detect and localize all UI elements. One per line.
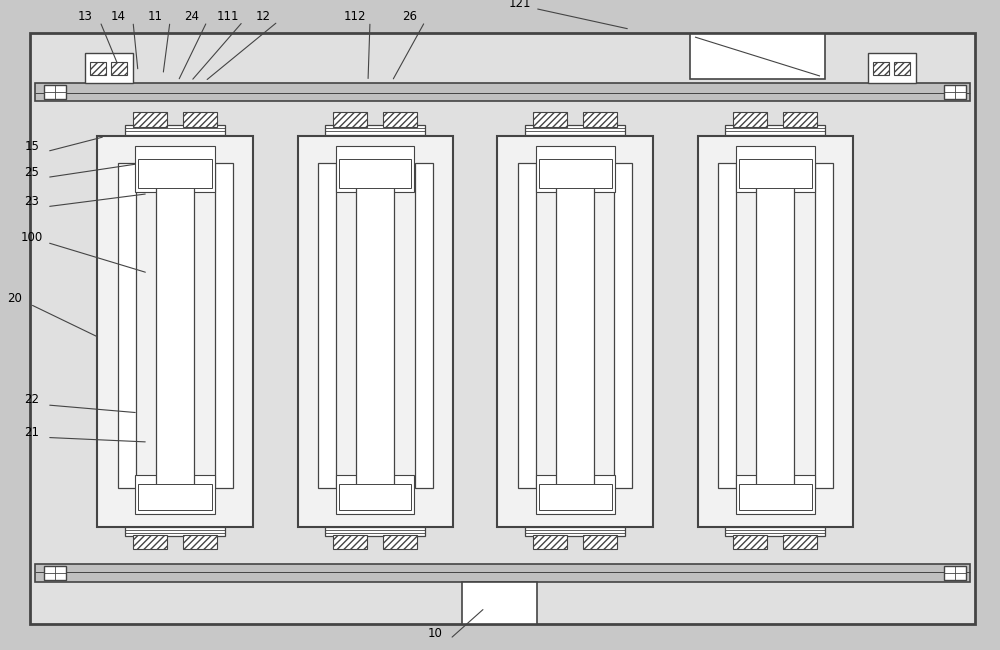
Bar xyxy=(583,535,617,549)
Bar xyxy=(533,112,567,127)
Bar xyxy=(336,146,414,192)
Bar xyxy=(718,162,736,488)
Bar xyxy=(738,159,812,188)
Text: 14: 14 xyxy=(110,10,126,23)
Bar xyxy=(736,474,814,514)
Text: 10: 10 xyxy=(428,627,442,640)
Bar xyxy=(90,62,106,75)
Bar xyxy=(35,564,970,582)
Bar xyxy=(873,62,889,75)
Bar xyxy=(333,535,367,549)
Text: 21: 21 xyxy=(24,426,40,439)
Bar xyxy=(97,136,252,526)
Bar xyxy=(85,53,133,83)
Bar xyxy=(125,125,225,135)
Bar xyxy=(738,484,812,510)
Bar xyxy=(325,125,425,135)
Text: 13: 13 xyxy=(78,10,92,23)
Bar xyxy=(138,159,212,188)
Bar xyxy=(733,535,767,549)
Bar xyxy=(383,535,417,549)
Text: 23: 23 xyxy=(25,195,39,208)
Text: 24: 24 xyxy=(184,10,200,23)
Bar xyxy=(538,484,612,510)
Bar xyxy=(733,112,767,127)
Bar xyxy=(725,527,825,536)
Text: 100: 100 xyxy=(21,231,43,244)
Bar xyxy=(525,125,625,135)
Text: 12: 12 xyxy=(256,10,270,23)
Text: 26: 26 xyxy=(402,10,418,23)
Bar xyxy=(383,112,417,127)
Bar xyxy=(736,146,814,192)
Bar xyxy=(894,62,910,75)
Bar xyxy=(133,535,167,549)
Bar xyxy=(338,484,412,510)
Bar xyxy=(698,136,852,526)
Bar xyxy=(325,527,425,536)
Text: 111: 111 xyxy=(217,10,239,23)
Bar xyxy=(462,582,537,624)
Bar xyxy=(35,83,970,101)
Bar xyxy=(356,176,394,488)
Text: 22: 22 xyxy=(24,393,40,406)
Bar xyxy=(518,162,536,488)
Bar xyxy=(783,112,817,127)
Bar xyxy=(183,112,217,127)
Bar xyxy=(690,34,825,79)
Bar xyxy=(868,53,916,83)
Bar xyxy=(536,474,614,514)
Bar xyxy=(318,162,336,488)
Bar xyxy=(138,484,212,510)
Text: 121: 121 xyxy=(509,0,531,10)
Bar xyxy=(111,62,127,75)
Bar xyxy=(298,136,452,526)
Bar xyxy=(783,535,817,549)
Bar xyxy=(44,566,66,580)
Bar xyxy=(725,125,825,135)
Bar xyxy=(814,162,832,488)
Bar xyxy=(215,162,233,488)
Bar xyxy=(497,136,652,526)
Bar xyxy=(944,566,966,580)
Bar xyxy=(156,176,194,488)
Bar xyxy=(133,112,167,127)
Bar xyxy=(614,162,632,488)
Text: 15: 15 xyxy=(25,140,39,153)
Bar xyxy=(756,176,794,488)
Bar xyxy=(183,535,217,549)
Text: 25: 25 xyxy=(25,166,39,179)
Bar xyxy=(135,146,214,192)
Bar xyxy=(135,474,214,514)
Bar xyxy=(525,527,625,536)
Bar xyxy=(556,176,594,488)
Bar xyxy=(536,146,614,192)
Bar xyxy=(125,527,225,536)
Bar xyxy=(118,162,136,488)
Bar xyxy=(338,159,412,188)
Text: 112: 112 xyxy=(344,10,366,23)
Text: 11: 11 xyxy=(148,10,162,23)
Bar xyxy=(533,535,567,549)
Text: 20: 20 xyxy=(8,292,22,306)
Bar xyxy=(583,112,617,127)
Bar xyxy=(336,474,414,514)
Bar xyxy=(333,112,367,127)
Bar xyxy=(944,84,966,99)
Bar xyxy=(44,84,66,99)
Bar xyxy=(538,159,612,188)
Bar xyxy=(415,162,432,488)
